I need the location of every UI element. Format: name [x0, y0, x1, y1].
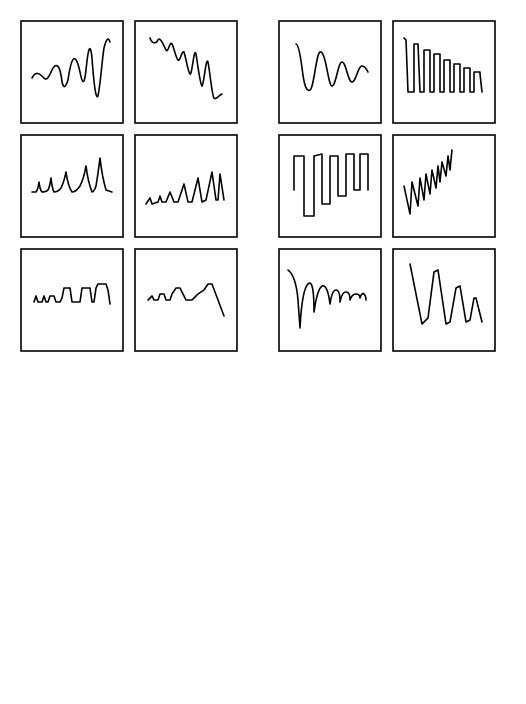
waveform-trace [287, 269, 367, 329]
waveform-trace [149, 37, 223, 100]
panel-frame [134, 134, 238, 238]
waveform-trace [409, 263, 483, 325]
waveform-trace [403, 37, 483, 93]
panel-growing-sine-wave [20, 20, 124, 124]
waveform-trace [145, 171, 225, 205]
panel-frame [20, 134, 124, 238]
panel-growing-trapezoid-bumps [134, 248, 238, 352]
panel-frame [392, 134, 496, 238]
waveform-trace [147, 283, 225, 317]
right-panel-group [278, 20, 496, 352]
panel-growing-triangle-spikes [134, 134, 238, 238]
panel-growing-rectangular-pulses [20, 248, 124, 352]
waveform-trace [33, 283, 111, 305]
panel-frame [20, 20, 124, 124]
panel-rectangular-meander [278, 134, 382, 238]
panel-decaying-scallops [278, 248, 382, 352]
waveform-trace [293, 153, 369, 217]
waveform-trace [295, 43, 369, 92]
panel-frame [392, 248, 496, 352]
waveform-trace [31, 38, 111, 98]
panel-decaying-sine-wave [134, 20, 238, 124]
waveform-trace [31, 157, 113, 193]
panel-decaying-sine-wave-right [278, 20, 382, 124]
panel-decaying-square-wave [392, 20, 496, 124]
panel-frame [278, 20, 382, 124]
panel-growing-cusp-spikes [20, 134, 124, 238]
panel-decaying-zigzag [392, 248, 496, 352]
panel-rising-sawtooth [392, 134, 496, 238]
panel-frame [134, 20, 238, 124]
waveform-trace [403, 149, 453, 215]
left-panel-group [20, 20, 238, 352]
